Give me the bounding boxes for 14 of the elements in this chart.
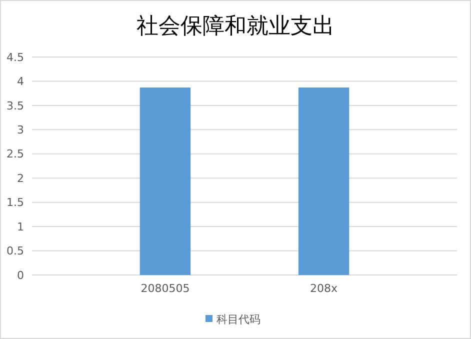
x-tick-label: 2080505: [140, 282, 190, 295]
y-tick-label: 0.5: [6, 244, 24, 258]
y-tick-label: 4: [17, 75, 24, 88]
y-tick-label: 1: [17, 220, 24, 234]
y-tick-label: 4.5: [6, 50, 24, 64]
y-tick-label: 1.5: [6, 196, 24, 210]
x-tick-label: 208x: [310, 282, 338, 295]
chart-title: 社会保障和就业支出: [136, 14, 334, 39]
y-tick-label: 3: [17, 124, 24, 137]
y-tick-label: 2: [17, 172, 24, 185]
y-tick-label: 3.5: [6, 99, 24, 112]
y-tick-label: 2.5: [6, 148, 24, 161]
legend-label: 科目代码: [216, 312, 260, 326]
y-tick-label: 0: [17, 268, 24, 282]
